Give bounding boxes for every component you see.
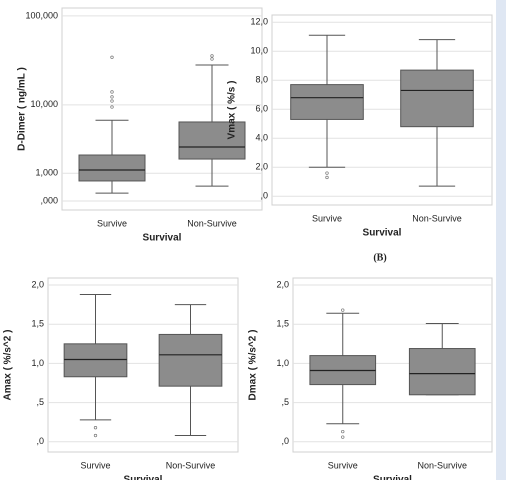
x-tick-label: Survive (80, 460, 110, 470)
box (400, 69, 474, 128)
box (290, 84, 364, 120)
y-tick-label: ,0 (36, 436, 44, 446)
y-tick-label: ,5 (281, 397, 289, 407)
outlier (93, 433, 98, 438)
outlier (341, 435, 345, 439)
y-tick-label: 10,000 (30, 99, 58, 109)
y-axis-title: D-Dimer ( ng/mL ) (17, 67, 28, 151)
box (408, 348, 476, 396)
y-axis-title: Dmax ( %/s^2 ) (248, 330, 259, 401)
y-tick-label: 12,0 (250, 17, 268, 27)
y-tick-label: ,0 (260, 191, 268, 201)
y-tick-label: 2,0 (31, 279, 44, 289)
plot-area (61, 7, 263, 211)
x-tick-label: Non-Survive (187, 218, 237, 228)
box (78, 154, 146, 182)
x-tick-label: Non-Survive (412, 213, 462, 223)
x-tick-label: Non-Survive (166, 460, 216, 470)
x-axis-title: Survival (363, 228, 402, 239)
caption: (B) (373, 252, 386, 263)
y-tick-label: 6,0 (255, 104, 268, 114)
x-tick-label: Survive (328, 460, 358, 470)
outlier (110, 95, 114, 99)
y-tick-label: 1,5 (276, 319, 289, 329)
y-tick-label: 10,0 (250, 46, 268, 56)
outlier (110, 55, 114, 59)
outlier (210, 57, 214, 61)
plot-area (47, 277, 239, 453)
outlier (341, 429, 345, 434)
y-tick-label: 2,0 (255, 162, 268, 172)
y-axis-title: Vmax ( %/s ) (227, 81, 238, 140)
outlier (110, 105, 114, 109)
y-axis-title: Amax ( %/s^2 ) (3, 330, 14, 401)
box (158, 333, 223, 387)
y-tick-label: ,5 (36, 397, 44, 407)
x-tick-label: Non-Survive (417, 460, 467, 470)
x-axis-title: Survival (124, 475, 163, 480)
y-tick-label: 2,0 (276, 279, 289, 289)
outlier (341, 308, 345, 312)
outlier (325, 171, 329, 175)
plot-area (271, 14, 493, 206)
y-tick-label: 1,000 (35, 168, 58, 178)
outlier (210, 54, 214, 58)
y-tick-label: ,000 (40, 195, 58, 205)
outlier (93, 426, 98, 430)
y-tick-label: 100,000 (25, 10, 58, 20)
x-tick-label: Survive (312, 213, 342, 223)
y-tick-label: 8,0 (255, 75, 268, 85)
y-tick-label: 1,5 (31, 319, 44, 329)
y-tick-label: 4,0 (255, 133, 268, 143)
x-axis-title: Survival (143, 233, 182, 244)
outlier (110, 90, 114, 94)
x-axis-title: Survival (373, 475, 412, 480)
outlier (325, 175, 329, 180)
y-tick-label: 1,0 (31, 358, 44, 368)
x-tick-label: Survive (97, 218, 127, 228)
y-tick-label: ,0 (281, 436, 289, 446)
plot-area (292, 277, 493, 453)
y-tick-label: 1,0 (276, 358, 289, 368)
box (63, 343, 128, 378)
box (178, 121, 246, 160)
outlier (110, 99, 114, 103)
side-band (496, 0, 506, 480)
